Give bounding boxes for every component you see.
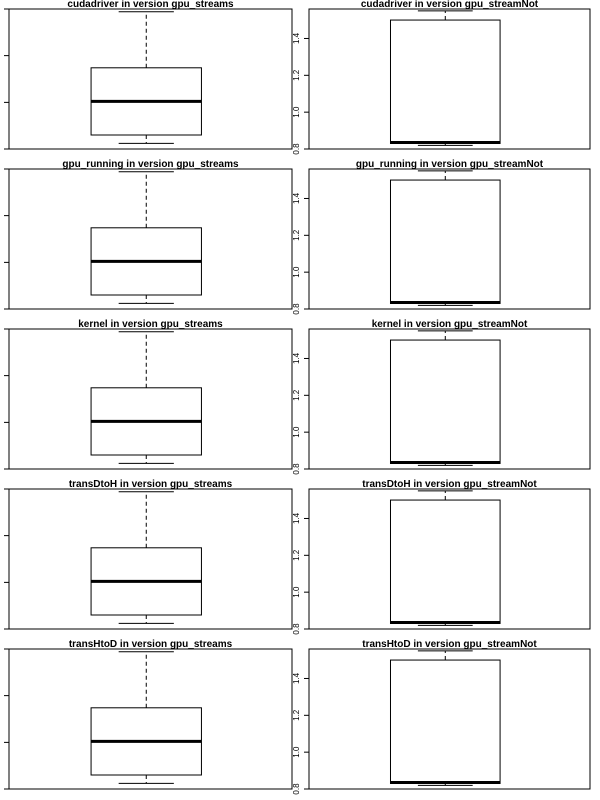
plot-title: gpu_running in version gpu_streamNot <box>356 159 544 170</box>
plot-title: transDtoH in version gpu_streamNot <box>362 479 537 490</box>
plot-frame <box>8 488 293 630</box>
y-tick-label: 0.8 <box>292 303 301 315</box>
y-tick-label: 0.8 <box>292 463 301 475</box>
plot-title: transHtoD in version gpu_streams <box>69 639 233 650</box>
y-tick-label: 1.2 <box>292 709 301 721</box>
y-tick-label: 1.0 <box>292 106 301 118</box>
y-tick-label: 1.2 <box>292 229 301 241</box>
plot-frame <box>308 648 591 790</box>
y-tick-label: 0.8 <box>292 623 301 635</box>
plot-title: kernel in version gpu_streamNot <box>372 319 528 330</box>
y-tick-label: 1.4 <box>292 352 301 364</box>
y-tick-label: 1.2 <box>292 549 301 561</box>
plot-title: gpu_running in version gpu_streams <box>62 159 239 170</box>
y-tick-label: 1.2 <box>292 69 301 81</box>
plot-title: cudadriver in version gpu_streamNot <box>361 0 539 10</box>
iqr-box <box>389 179 501 304</box>
y-tick-label: 1.4 <box>292 512 301 524</box>
plot-frame <box>308 8 591 150</box>
plot-title: cudadriver in version gpu_streams <box>67 0 234 10</box>
y-tick-label: 1.4 <box>292 672 301 684</box>
iqr-box <box>389 339 501 464</box>
iqr-box <box>389 659 501 784</box>
y-tick-label: 1.2 <box>292 389 301 401</box>
plot-frame <box>308 168 591 310</box>
plot-title: transHtoD in version gpu_streamNot <box>362 639 537 650</box>
iqr-box <box>389 499 501 624</box>
y-tick-label: 1.0 <box>292 746 301 758</box>
y-tick-label: 1.4 <box>292 32 301 44</box>
y-tick-label: 1.0 <box>292 266 301 278</box>
plot-frame <box>8 648 293 790</box>
plot-frame <box>8 8 293 150</box>
plot-frame <box>308 328 591 470</box>
y-tick-label: 1.0 <box>292 586 301 598</box>
y-tick-label: 0.8 <box>292 783 301 795</box>
plot-title: transDtoH in version gpu_streams <box>69 479 233 490</box>
plot-title: kernel in version gpu_streams <box>78 319 223 330</box>
y-tick-label: 1.0 <box>292 426 301 438</box>
y-tick-label: 1.4 <box>292 192 301 204</box>
y-tick-label: 0.8 <box>292 143 301 155</box>
iqr-box <box>389 19 501 144</box>
plot-frame <box>8 328 293 470</box>
plot-frame <box>308 488 591 630</box>
plot-frame <box>8 168 293 310</box>
